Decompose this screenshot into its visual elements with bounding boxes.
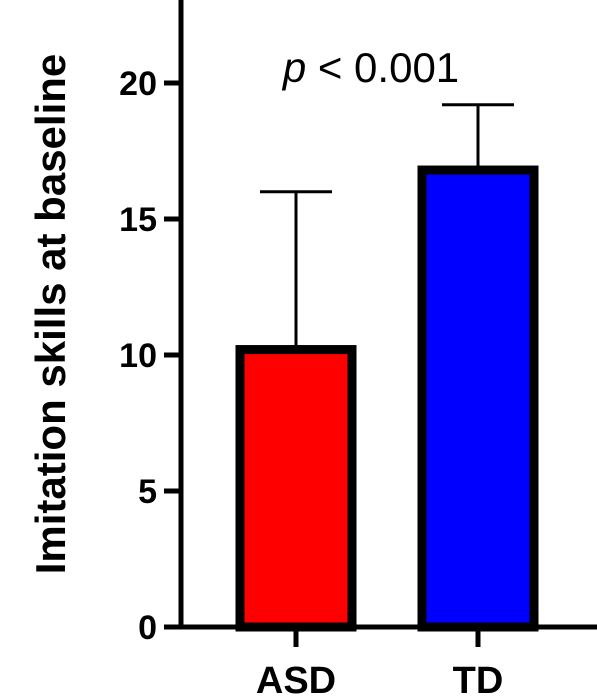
bar-td — [417, 165, 539, 632]
bars — [235, 103, 539, 632]
p-symbol: p — [281, 44, 306, 91]
y-tick-label: 5 — [138, 473, 157, 511]
y-tick-label: 0 — [138, 609, 157, 647]
x-tick-label-asd: ASD — [256, 660, 336, 700]
y-tick-label: 20 — [119, 65, 157, 103]
y-axis: 0 5 10 15 20 — [119, 0, 184, 647]
y-tick-label: 15 — [119, 201, 157, 239]
bar-asd — [235, 345, 357, 632]
x-tick-label-td: TD — [453, 660, 504, 700]
y-axis-title: Imitation skills at baseline — [27, 54, 74, 575]
y-tick-label: 10 — [119, 337, 157, 375]
p-value-text: < 0.001 — [306, 44, 459, 91]
p-value-annotation: p < 0.001 — [281, 44, 459, 91]
x-axis: ASD TD — [178, 624, 597, 700]
